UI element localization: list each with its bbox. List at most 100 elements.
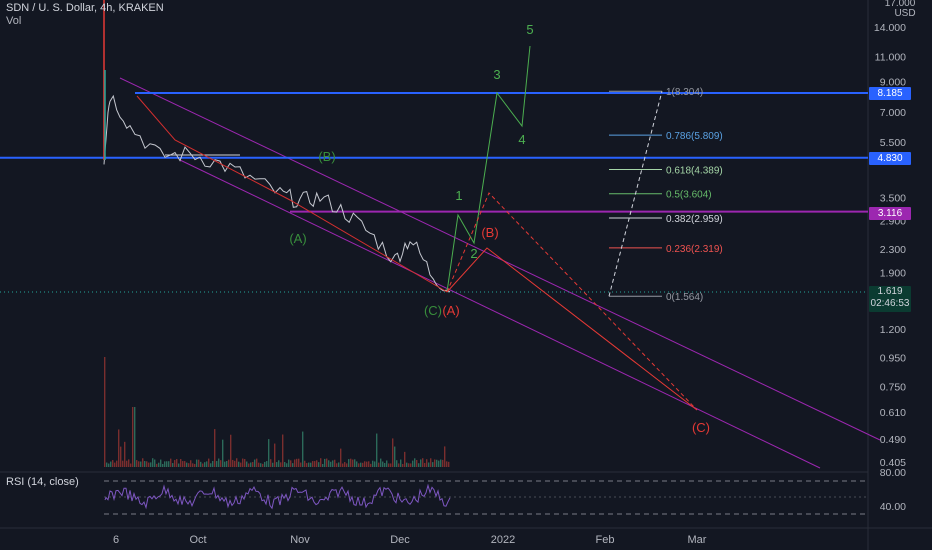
volume-bar	[352, 459, 354, 467]
volume-bar	[228, 459, 230, 467]
volume-bar	[434, 459, 436, 467]
volume-bar	[418, 463, 420, 467]
volume-bar	[420, 459, 422, 467]
volume-bar	[280, 462, 282, 467]
volume-bar	[288, 459, 290, 467]
volume-bar	[138, 461, 140, 467]
volume-bar	[218, 458, 220, 467]
volume-bar	[234, 460, 236, 467]
fib-label: 0(1.564)	[666, 292, 703, 303]
volume-bar	[152, 458, 154, 467]
volume-bar	[230, 434, 232, 467]
price-tag-4830: 4.830	[869, 152, 911, 165]
channel-lower-line	[179, 159, 821, 469]
fib-label: 1(8.304)	[666, 87, 703, 98]
volume-bar	[440, 459, 442, 467]
volume-bar	[398, 463, 400, 467]
volume-bar	[396, 460, 398, 467]
volume-bar	[304, 460, 306, 467]
volume-bar	[130, 463, 132, 467]
volume-bar	[266, 461, 268, 467]
volume-bar	[258, 462, 260, 467]
volume-bar	[116, 460, 118, 467]
wave-label-B-red: (B)	[481, 225, 498, 240]
volume-bar	[118, 429, 120, 467]
volume-bar	[360, 462, 362, 467]
volume-bar	[282, 434, 284, 467]
impulse-wave-label: 4	[518, 132, 525, 147]
volume-bar	[340, 448, 342, 467]
correction-alt-projection	[446, 192, 698, 411]
fib-label: 0.236(2.319)	[666, 244, 723, 255]
volume-bar	[172, 463, 174, 467]
volume-bar	[148, 462, 150, 467]
volume-bar	[168, 461, 170, 467]
past-correction-line	[136, 95, 448, 293]
volume-bar	[412, 460, 414, 467]
price-tick: 0.405	[880, 457, 906, 469]
volume-bar	[110, 461, 112, 467]
volume-bar	[348, 459, 350, 467]
volume-bar	[112, 460, 114, 467]
currency-label: USD	[894, 8, 915, 19]
volume-bar	[134, 407, 136, 467]
volume-bar	[260, 463, 262, 467]
volume-bar	[446, 461, 448, 467]
volume-bar	[300, 462, 302, 467]
last-price-tag: 1.619 02:46:53	[869, 286, 911, 312]
volume-bar	[322, 463, 324, 467]
price-tick: 0.950	[880, 352, 906, 364]
volume-bar	[410, 463, 412, 467]
volume-bar	[200, 461, 202, 467]
fib-label: 0.5(3.604)	[666, 190, 712, 201]
rsi-line	[104, 483, 451, 510]
volume-bar	[444, 446, 446, 467]
volume-bar	[408, 463, 410, 467]
volume-bar	[374, 461, 376, 467]
price-tag-8185: 8.185	[869, 87, 911, 100]
volume-bar	[372, 460, 374, 467]
volume-bar	[256, 458, 258, 467]
volume-bar	[298, 458, 300, 467]
impulse-wave-label: 5	[526, 22, 533, 37]
volume-bar	[216, 461, 218, 467]
volume-bar	[182, 461, 184, 467]
volume-bar	[188, 463, 190, 467]
volume-bar	[442, 459, 444, 467]
volume-bar	[142, 458, 144, 467]
fib-trend-line	[608, 91, 663, 297]
volume-bar	[158, 462, 160, 467]
volume-bar	[306, 463, 308, 467]
volume-bar	[164, 461, 166, 467]
volume-bar	[208, 458, 210, 467]
volume-bar	[122, 460, 124, 467]
volume-bar	[232, 459, 234, 467]
volume-bar	[162, 463, 164, 467]
volume-bar	[104, 357, 106, 467]
volume-bar	[222, 439, 224, 467]
volume-bar	[436, 459, 438, 467]
volume-bar	[190, 460, 192, 467]
volume-bar	[328, 460, 330, 467]
volume-bar	[126, 460, 128, 467]
price-tick: 11.000	[875, 52, 906, 64]
rsi-label: RSI (14, close)	[6, 476, 79, 488]
volume-bar	[166, 461, 168, 467]
volume-bar	[326, 458, 328, 467]
volume-bar	[204, 462, 206, 467]
volume-bar	[192, 463, 194, 467]
correction-projection-line	[446, 247, 698, 411]
volume-bar	[154, 459, 156, 467]
impulse-wave-label: 3	[493, 67, 500, 82]
volume-bar	[392, 438, 394, 467]
price-tick: 0.750	[880, 381, 906, 393]
price-scale-top: 17.000	[885, 0, 916, 9]
volume-bar	[198, 459, 200, 467]
volume-bar	[382, 461, 384, 467]
volume-bar	[244, 459, 246, 467]
time-tick: Nov	[290, 534, 310, 546]
volume-bar	[124, 441, 126, 467]
volume-bar	[128, 459, 130, 467]
volume-bar	[332, 460, 334, 467]
